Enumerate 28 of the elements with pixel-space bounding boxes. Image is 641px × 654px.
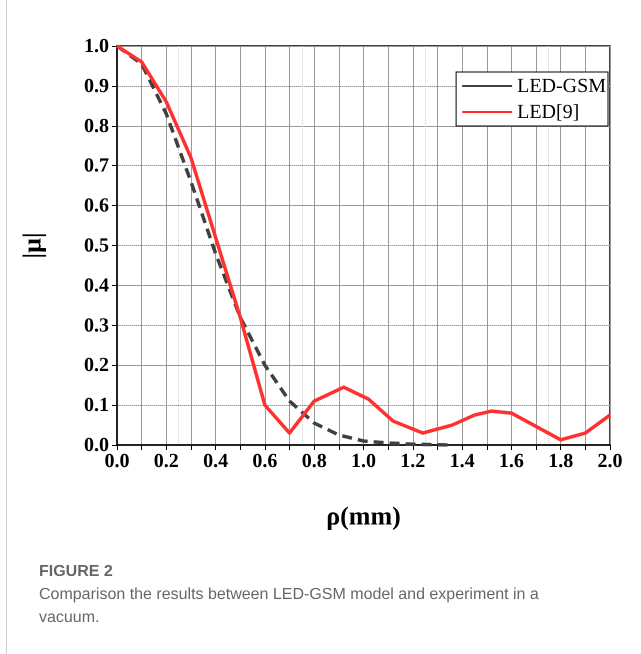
y-tick-label: 0.9 (84, 74, 109, 97)
y-tick-label: 1.0 (84, 35, 109, 57)
x-tick-label: 0.2 (154, 450, 179, 472)
y-axis-title: |μ| (18, 232, 46, 259)
x-tick-label: 1.0 (351, 450, 376, 472)
x-tick-label: 0.8 (302, 450, 327, 472)
caption: FIGURE 2 (39, 562, 114, 582)
x-tick-label: 1.8 (548, 450, 574, 472)
x-tick-label: 1.6 (498, 450, 524, 472)
y-tick-label: 0.6 (84, 194, 109, 217)
x-tick-label: 0.0 (104, 450, 130, 472)
x-tick-label: 0.6 (252, 450, 278, 472)
x-tick-label: 1.2 (400, 450, 426, 472)
y-tick-label: 0.4 (84, 274, 109, 296)
x-tick-label: 1.4 (450, 450, 475, 472)
line-series (115, 44, 612, 442)
y-tick-label: 0.2 (84, 354, 109, 376)
y-tick-label: 0.8 (84, 114, 109, 137)
y-tick-label: 0.1 (84, 394, 109, 416)
y-tick-label: 0.5 (84, 234, 109, 256)
y-tick-label: 0.3 (84, 314, 109, 336)
legend-label: LED[9] (517, 101, 580, 123)
y-tick-label: 0.7 (84, 154, 109, 177)
x-tick-label: 0.4 (203, 450, 228, 472)
x-tick-label: 2.0 (598, 450, 622, 472)
text: Comparison the results between LED-GSM model and experiment in a vacuum. (39, 585, 540, 628)
x-axis-title: ρ(mm) (326, 502, 401, 530)
legend-label: LED-GSM (517, 75, 606, 97)
